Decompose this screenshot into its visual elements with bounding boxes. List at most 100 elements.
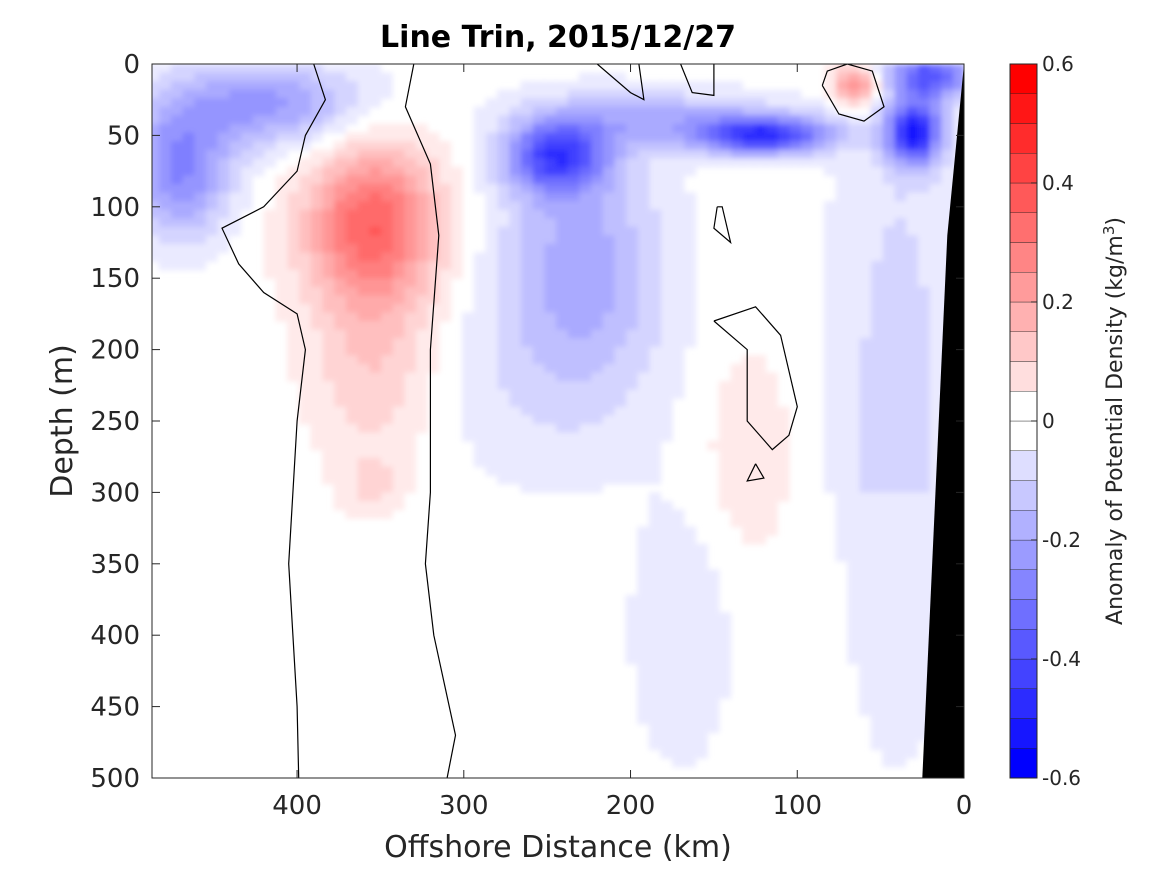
field-cell xyxy=(929,81,942,91)
field-cell xyxy=(870,646,883,656)
field-cell xyxy=(392,501,405,511)
field-cell xyxy=(660,629,673,639)
field-cell xyxy=(310,226,323,236)
field-cell xyxy=(695,723,708,733)
field-cell xyxy=(672,312,685,322)
field-cell xyxy=(567,406,580,416)
field-cell xyxy=(263,226,276,236)
field-cell xyxy=(520,124,533,134)
field-cell xyxy=(263,106,276,116)
field-cell xyxy=(672,552,685,562)
field-cell xyxy=(742,526,755,536)
field-cell xyxy=(870,252,883,262)
field-cell xyxy=(287,303,300,314)
field-cell xyxy=(497,252,510,262)
field-cell xyxy=(590,72,603,82)
field-cell xyxy=(392,355,405,365)
field-cell xyxy=(683,149,697,159)
field-cell xyxy=(823,286,837,296)
field-cell xyxy=(613,243,627,254)
field-cell xyxy=(894,526,907,536)
field-cell xyxy=(648,98,662,108)
field-cell xyxy=(287,89,300,99)
field-cell xyxy=(847,218,860,228)
field-cell xyxy=(648,201,662,211)
field-cell xyxy=(497,363,510,374)
field-cell xyxy=(438,303,452,314)
field-cell xyxy=(847,578,860,588)
field-cell xyxy=(894,141,907,151)
field-cell xyxy=(590,483,603,493)
field-cell xyxy=(870,706,883,716)
field-cell xyxy=(182,192,195,202)
field-cell xyxy=(882,655,895,665)
field-cell xyxy=(917,363,930,374)
field-cell xyxy=(625,466,638,476)
field-cell xyxy=(730,89,743,99)
field-cell xyxy=(228,124,241,134)
field-cell xyxy=(567,329,580,339)
field-cell xyxy=(648,612,662,622)
field-cell xyxy=(613,423,627,434)
field-cell xyxy=(357,483,370,493)
field-cell xyxy=(637,346,650,356)
field-cell xyxy=(520,372,533,382)
field-cell xyxy=(707,620,720,631)
field-cell xyxy=(672,81,685,91)
field-cell xyxy=(718,449,732,459)
field-cell xyxy=(520,303,533,314)
field-cell xyxy=(765,406,778,416)
field-cell xyxy=(287,81,300,91)
field-cell xyxy=(707,680,720,691)
field-cell xyxy=(894,398,907,408)
field-cell xyxy=(847,278,860,288)
field-cell xyxy=(403,398,417,408)
field-cell xyxy=(345,218,358,228)
colorbar-bin xyxy=(1009,331,1038,362)
field-cell xyxy=(532,372,545,382)
field-cell xyxy=(882,141,895,151)
field-cell xyxy=(368,458,382,468)
field-cell xyxy=(859,492,872,502)
field-cell xyxy=(462,406,475,416)
field-cell xyxy=(905,98,918,108)
field-cell xyxy=(859,560,872,571)
field-cell xyxy=(730,106,743,116)
field-cell xyxy=(497,389,510,399)
field-cell xyxy=(380,278,393,288)
field-cell xyxy=(275,184,288,194)
field-cell xyxy=(485,192,498,202)
field-cell xyxy=(403,423,417,434)
field-cell xyxy=(217,218,230,228)
field-cell xyxy=(929,475,942,485)
field-cell xyxy=(380,398,393,408)
field-cell xyxy=(380,466,393,476)
field-cell xyxy=(555,389,568,399)
field-cell xyxy=(917,89,930,99)
field-cell xyxy=(894,629,907,639)
field-cell xyxy=(660,389,673,399)
field-cell xyxy=(870,261,883,271)
field-cell xyxy=(742,89,755,99)
field-cell xyxy=(450,269,463,279)
field-cell xyxy=(905,192,918,202)
field-cell xyxy=(602,184,615,194)
field-cell xyxy=(368,381,382,391)
field-cell xyxy=(508,466,522,476)
field-cell xyxy=(648,329,662,339)
field-cell xyxy=(613,329,627,339)
field-cell xyxy=(368,89,382,99)
field-cell xyxy=(823,441,837,451)
field-cell xyxy=(520,475,533,485)
field-cell xyxy=(823,381,837,391)
field-cell xyxy=(835,124,848,134)
field-cell xyxy=(823,449,837,459)
field-cell xyxy=(718,158,732,168)
field-cell xyxy=(847,398,860,408)
field-cell xyxy=(520,278,533,288)
field-cell xyxy=(648,578,662,588)
field-cell xyxy=(882,64,895,74)
field-cell xyxy=(152,158,160,168)
field-cell xyxy=(485,415,498,425)
field-cell xyxy=(882,423,895,434)
